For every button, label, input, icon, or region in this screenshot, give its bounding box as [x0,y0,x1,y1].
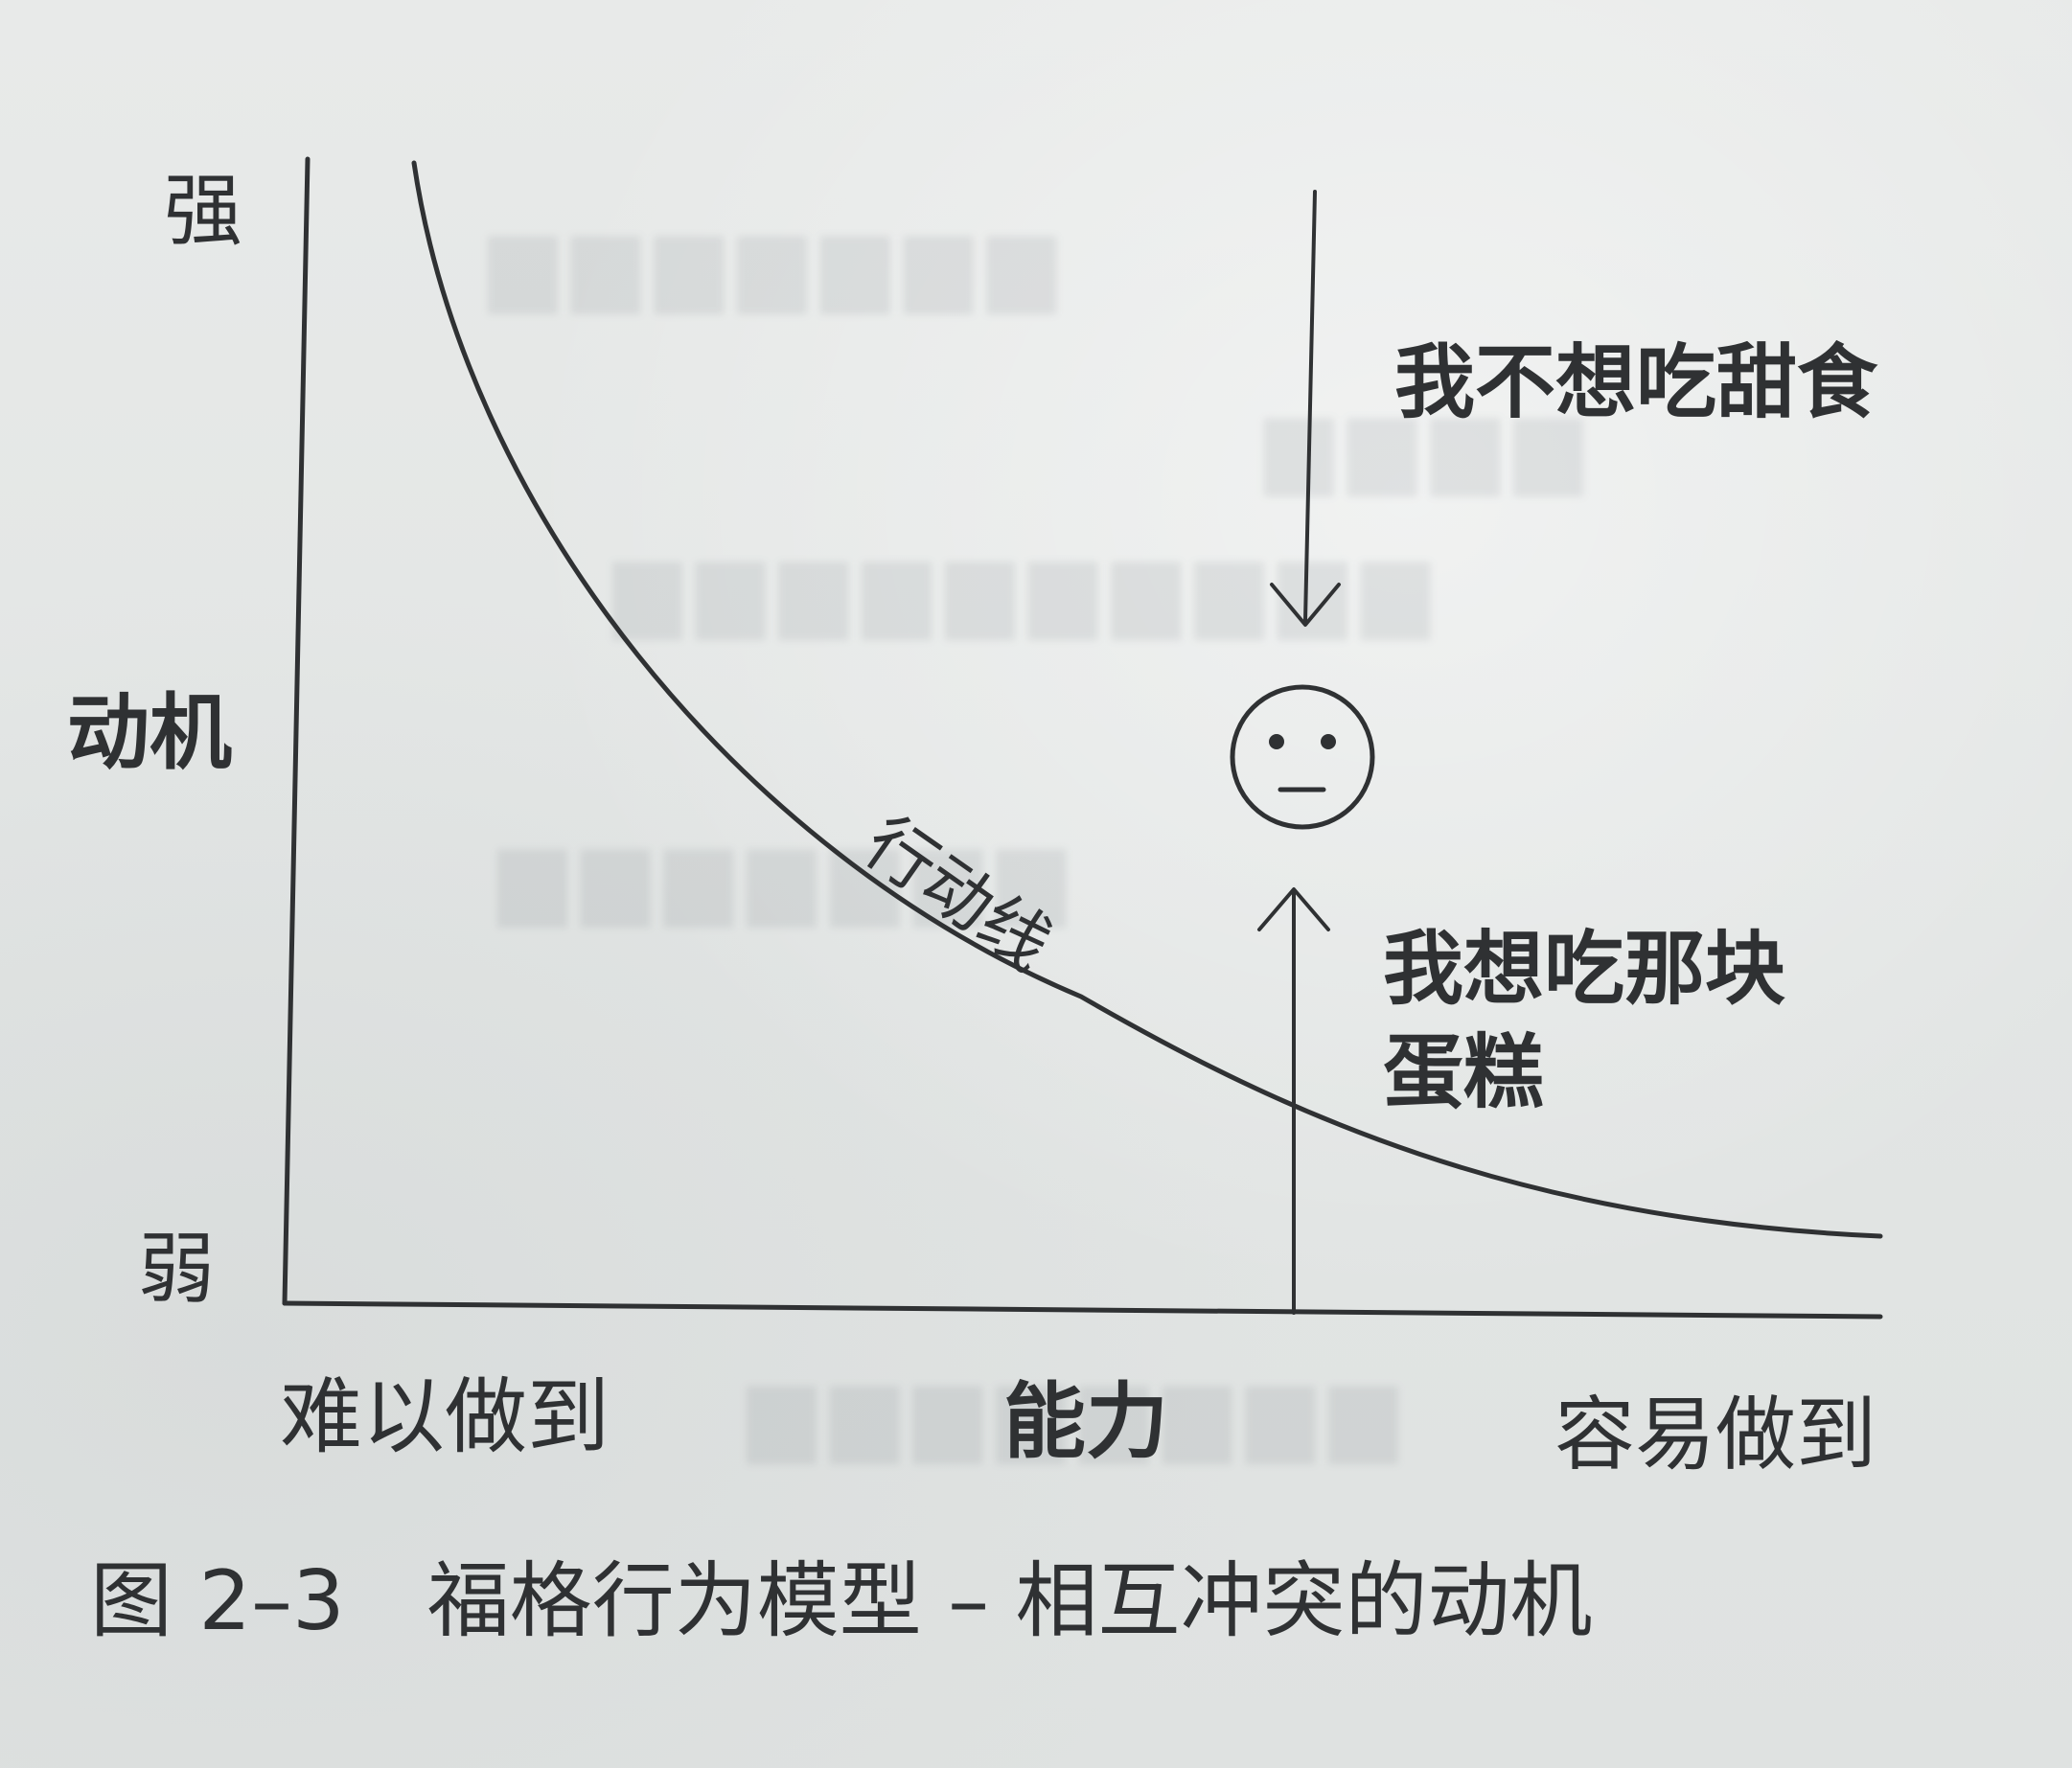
want-cake-label-line1: 我想吃那块 [1383,922,1785,1016]
axis-lines [282,156,1883,1320]
motivation-label: 动机 [67,685,232,781]
figure-caption: 图 2–3 福格行为模型 – 相互冲突的动机 [90,1553,1592,1649]
easy-to-do-label: 容易做到 [1554,1388,1876,1481]
weak-label: 弱 [138,1225,215,1314]
motivation-axis [282,156,311,1306]
want-cake-label-line2: 蛋糕 [1383,1025,1544,1119]
ability-label: 能力 [1003,1374,1168,1470]
motivation-up-arrow [1257,887,1330,1315]
action-line-curve [411,160,1883,1239]
dont-want-sweets-label: 我不想吃甜食 [1394,335,1878,429]
neutral-face-icon [1230,684,1375,830]
hard-to-do-label: 难以做到 [280,1369,610,1465]
ability-axis [282,1300,1883,1320]
motivation-down-arrow [1270,190,1341,627]
strong-label: 强 [164,166,242,257]
action-line-label: 行动线 [850,801,1066,986]
